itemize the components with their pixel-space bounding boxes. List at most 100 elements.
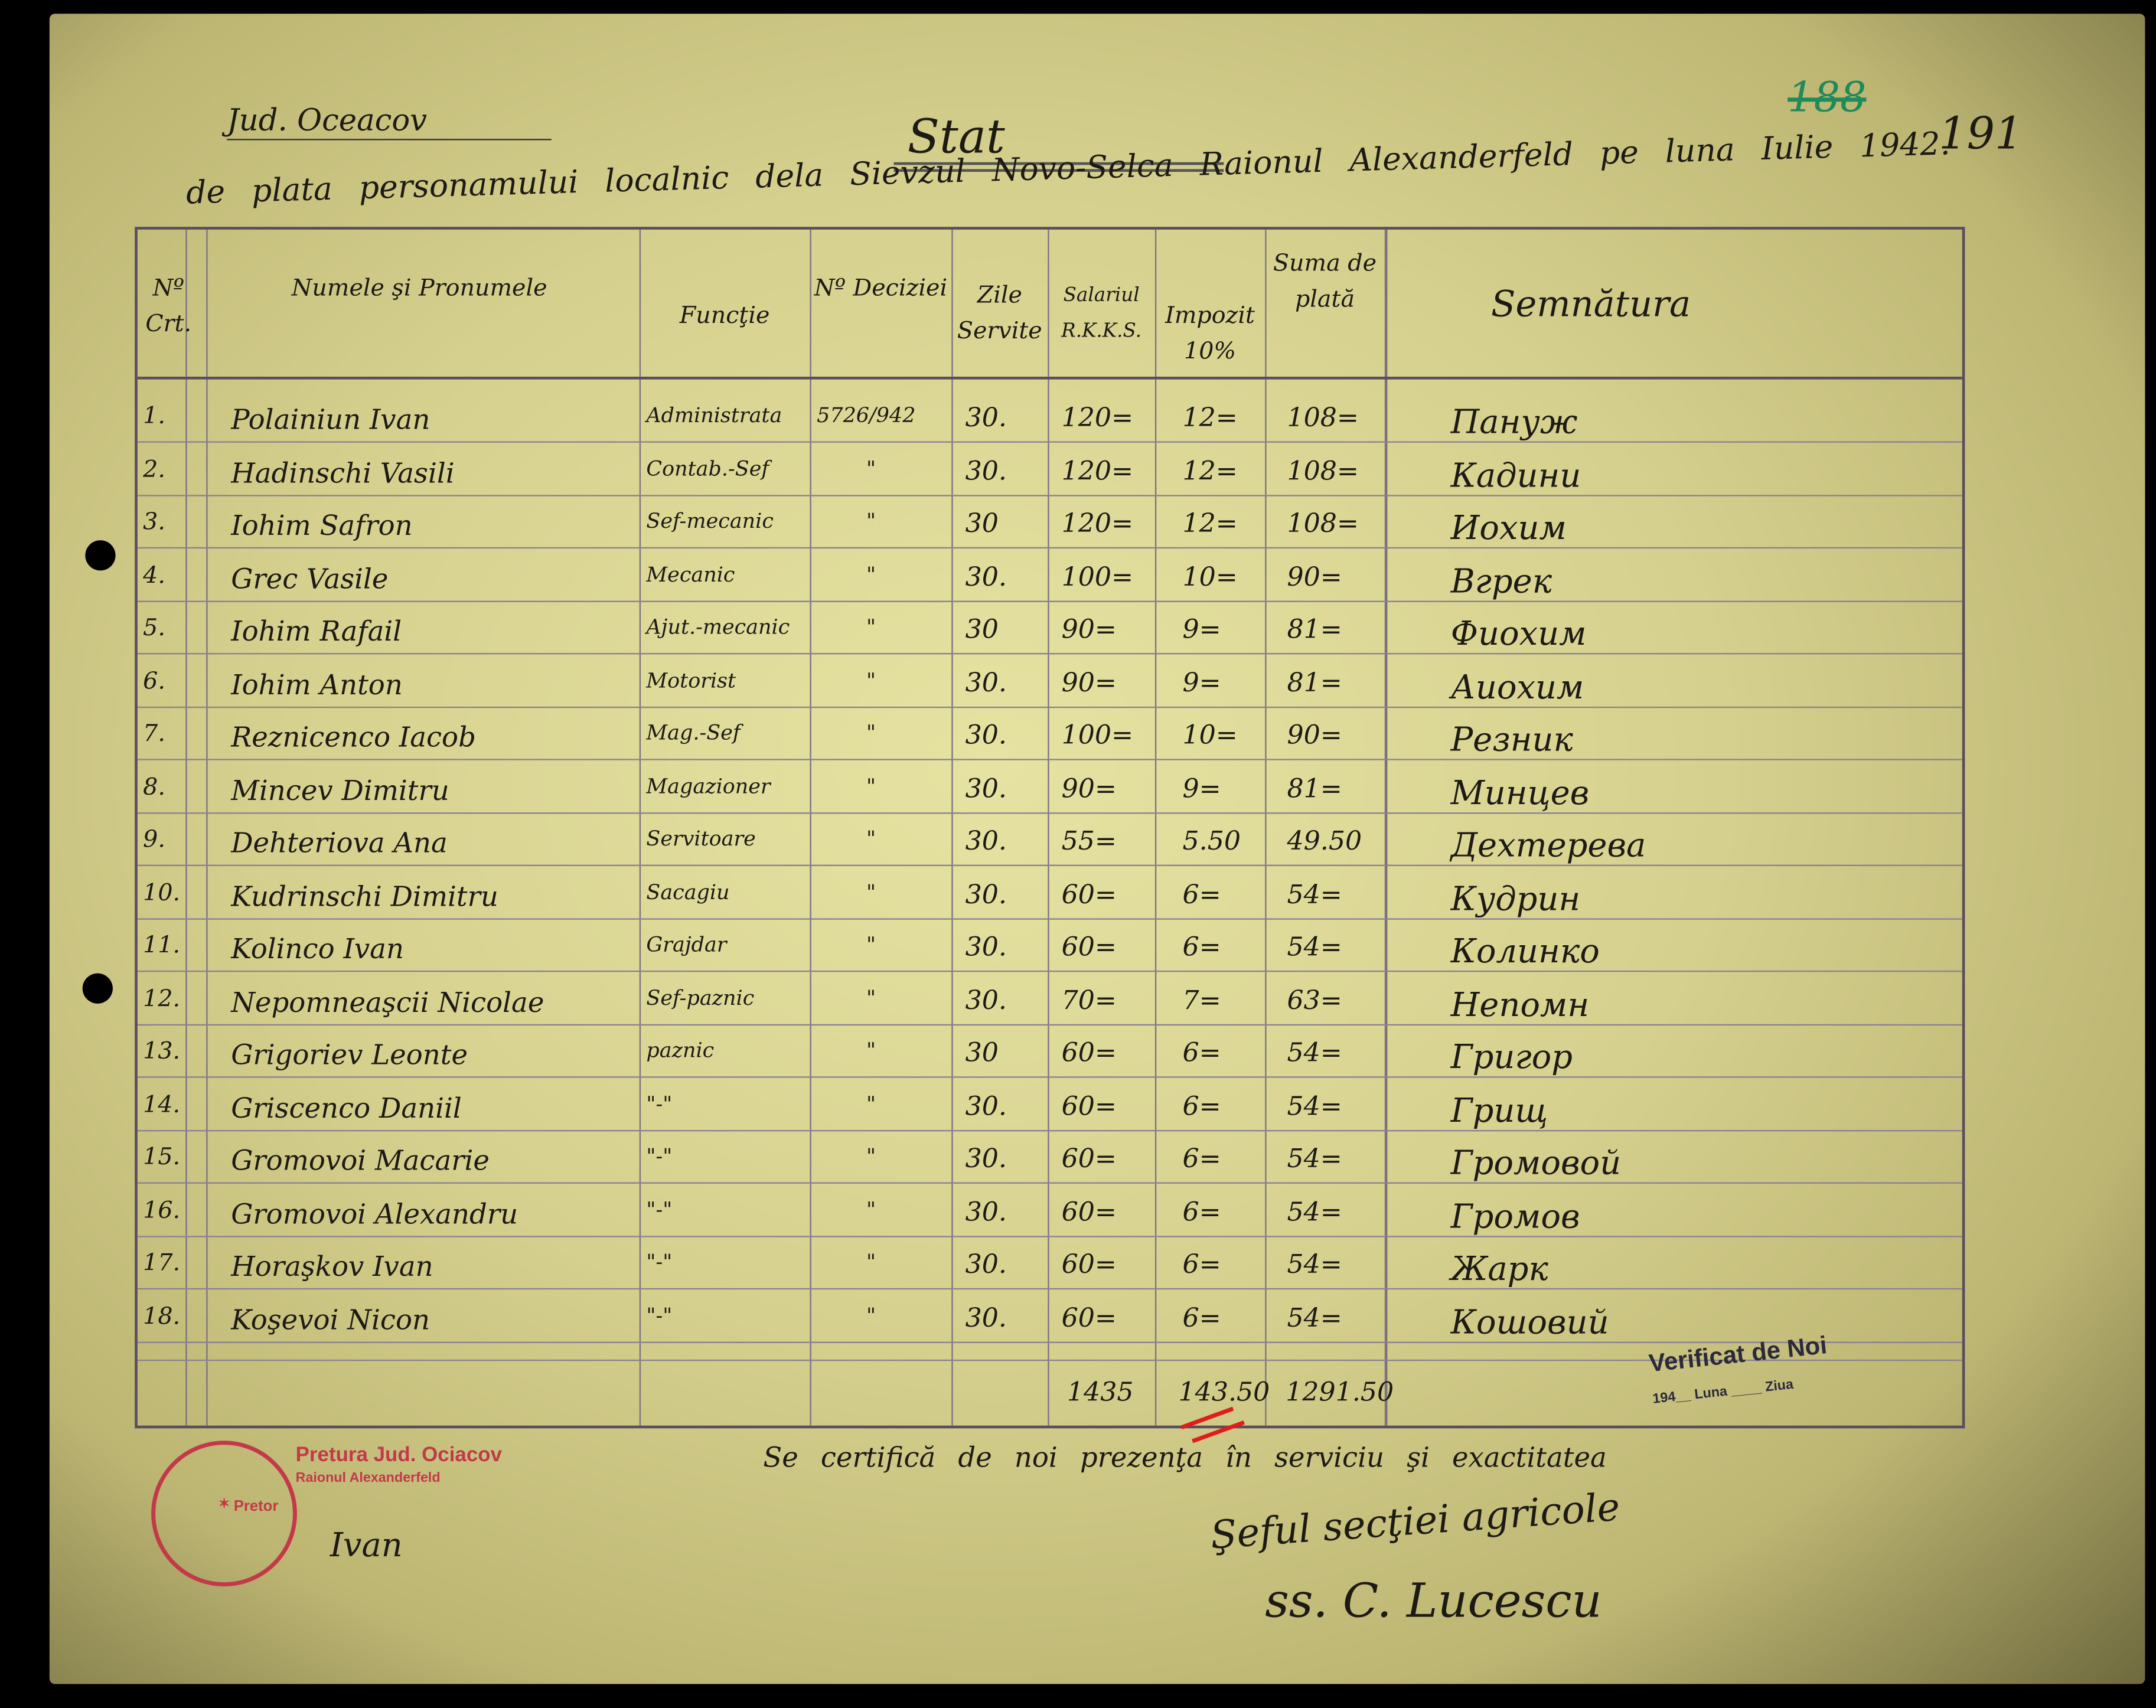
cell-net: 54= bbox=[1287, 1302, 1342, 1333]
cell-tax: 6= bbox=[1182, 1302, 1221, 1333]
cell-net: 108= bbox=[1287, 403, 1359, 433]
cell-signature: Громов bbox=[1450, 1196, 1580, 1236]
cell-tax: 6= bbox=[1182, 1196, 1221, 1227]
cell-signature: Непомн bbox=[1450, 985, 1590, 1024]
pretor-signature: Ivan bbox=[330, 1526, 403, 1565]
cell-salary: 60= bbox=[1061, 879, 1117, 910]
row-rule bbox=[137, 811, 1962, 814]
cell-days: 30. bbox=[965, 561, 1007, 592]
cell-name: Iohim Safron bbox=[231, 508, 413, 542]
row-rule bbox=[137, 1023, 1962, 1025]
folio-old: 188 bbox=[1788, 74, 1867, 123]
cell-salary: 60= bbox=[1061, 1038, 1117, 1069]
cell-decision: " bbox=[866, 1144, 876, 1169]
cell-name: Grigoriev Leonte bbox=[231, 1038, 468, 1071]
row-rule bbox=[137, 1129, 1962, 1131]
cell-days: 30. bbox=[965, 826, 1007, 857]
cell-decision: " bbox=[866, 1038, 876, 1063]
cell-salary: 90= bbox=[1061, 667, 1117, 698]
cell-net: 90= bbox=[1287, 720, 1342, 751]
cell-days: 30. bbox=[965, 403, 1007, 433]
col-header-signature: Semnătura bbox=[1490, 284, 1691, 326]
row-rule bbox=[137, 864, 1962, 866]
cell-net: 54= bbox=[1287, 1090, 1342, 1121]
row-rule bbox=[137, 706, 1962, 708]
cell-signature: Иохим bbox=[1450, 508, 1567, 547]
cell-tax: 12= bbox=[1182, 508, 1238, 539]
cell-decision: " bbox=[866, 1090, 876, 1116]
cell-name: Grec Vasile bbox=[231, 561, 389, 595]
cell-nr: 12. bbox=[143, 985, 181, 1013]
col-header-nr: Nº Crt. bbox=[145, 275, 192, 338]
cell-decision: " bbox=[866, 826, 876, 851]
cell-function: Magazioner bbox=[646, 773, 771, 798]
cell-salary: 100= bbox=[1061, 561, 1134, 592]
cell-tax: 7= bbox=[1182, 985, 1221, 1015]
cell-nr: 5. bbox=[143, 614, 165, 642]
cell-name: Koşevoi Nicon bbox=[231, 1302, 430, 1336]
cell-signature: Кошовий bbox=[1450, 1302, 1609, 1341]
cell-signature: Грищ bbox=[1450, 1090, 1548, 1129]
cell-days: 30. bbox=[965, 879, 1007, 910]
cell-function: "-" bbox=[646, 1090, 673, 1116]
row-rule bbox=[137, 1288, 1962, 1290]
cell-net: 54= bbox=[1287, 1144, 1342, 1174]
cell-salary: 120= bbox=[1061, 403, 1134, 433]
cell-tax: 6= bbox=[1182, 1038, 1221, 1069]
cell-days: 30. bbox=[965, 1090, 1007, 1121]
cell-tax: 12= bbox=[1182, 403, 1238, 433]
cell-nr: 11. bbox=[143, 932, 181, 960]
folio-number: 191 bbox=[1939, 107, 2023, 160]
cell-function: "-" bbox=[646, 1249, 673, 1275]
cell-signature: Кадини bbox=[1450, 455, 1581, 495]
cell-name: Griscenco Daniil bbox=[231, 1090, 462, 1124]
cell-function: Sef-paznic bbox=[646, 985, 755, 1010]
cell-name: Kudrinschi Dimitru bbox=[231, 879, 498, 912]
cell-net: 49.50 bbox=[1287, 826, 1362, 857]
cell-name: Nepomneaşcii Nicolae bbox=[231, 985, 544, 1018]
cell-nr: 6. bbox=[143, 667, 165, 695]
cell-net: 54= bbox=[1287, 879, 1342, 910]
cell-function: Sacagiu bbox=[646, 879, 730, 904]
cell-net: 81= bbox=[1287, 667, 1342, 698]
cell-nr: 8. bbox=[143, 773, 165, 801]
stamp-text: Pretura Jud. Ociacov bbox=[295, 1443, 503, 1467]
cell-decision: " bbox=[866, 1249, 876, 1275]
cell-nr: 9. bbox=[143, 826, 165, 854]
row-rule bbox=[137, 600, 1962, 602]
cell-nr: 13. bbox=[143, 1038, 181, 1066]
cell-decision: 5726/942 bbox=[817, 403, 916, 428]
cell-signature: Кудрин bbox=[1450, 879, 1581, 918]
payroll-table: Nº Crt. Numele şi Pronumele Funcţie Nº D… bbox=[135, 227, 1965, 1429]
cell-salary: 60= bbox=[1061, 932, 1117, 962]
cell-signature: Минцев bbox=[1450, 773, 1590, 812]
total-salary: 1435 bbox=[1066, 1377, 1134, 1408]
cell-nr: 15. bbox=[143, 1144, 181, 1171]
cell-salary: 60= bbox=[1061, 1249, 1117, 1280]
stamp-pretor: Pretor bbox=[233, 1498, 279, 1516]
official-stamp: ✶ bbox=[151, 1441, 297, 1587]
row-rule bbox=[137, 1341, 1962, 1343]
cell-signature: Аиохим bbox=[1450, 667, 1584, 706]
cell-name: Kolinco Ivan bbox=[231, 932, 404, 965]
cell-name: Gromovoi Macarie bbox=[231, 1144, 490, 1177]
cell-nr: 3. bbox=[143, 508, 165, 537]
cell-signature: Резник bbox=[1450, 720, 1573, 759]
cell-nr: 1. bbox=[143, 403, 165, 430]
row-rule bbox=[137, 759, 1962, 760]
cell-salary: 60= bbox=[1061, 1144, 1117, 1174]
cell-salary: 120= bbox=[1061, 455, 1134, 486]
col-header-name: Numele şi Pronumele bbox=[291, 275, 547, 303]
cell-days: 30. bbox=[965, 932, 1007, 962]
cell-tax: 9= bbox=[1182, 773, 1221, 804]
cell-days: 30 bbox=[965, 1038, 999, 1069]
cell-function: "-" bbox=[646, 1302, 673, 1328]
col-header-tax: Impozit 10% bbox=[1165, 302, 1255, 366]
row-rule bbox=[137, 1235, 1962, 1237]
cell-decision: " bbox=[866, 932, 876, 957]
title-underline bbox=[893, 162, 1224, 172]
punch-hole bbox=[85, 540, 116, 571]
stamp-raion: Raionul Alexanderfeld bbox=[295, 1471, 441, 1487]
cell-net: 54= bbox=[1287, 1196, 1342, 1227]
cell-signature: Жарк bbox=[1450, 1249, 1548, 1288]
